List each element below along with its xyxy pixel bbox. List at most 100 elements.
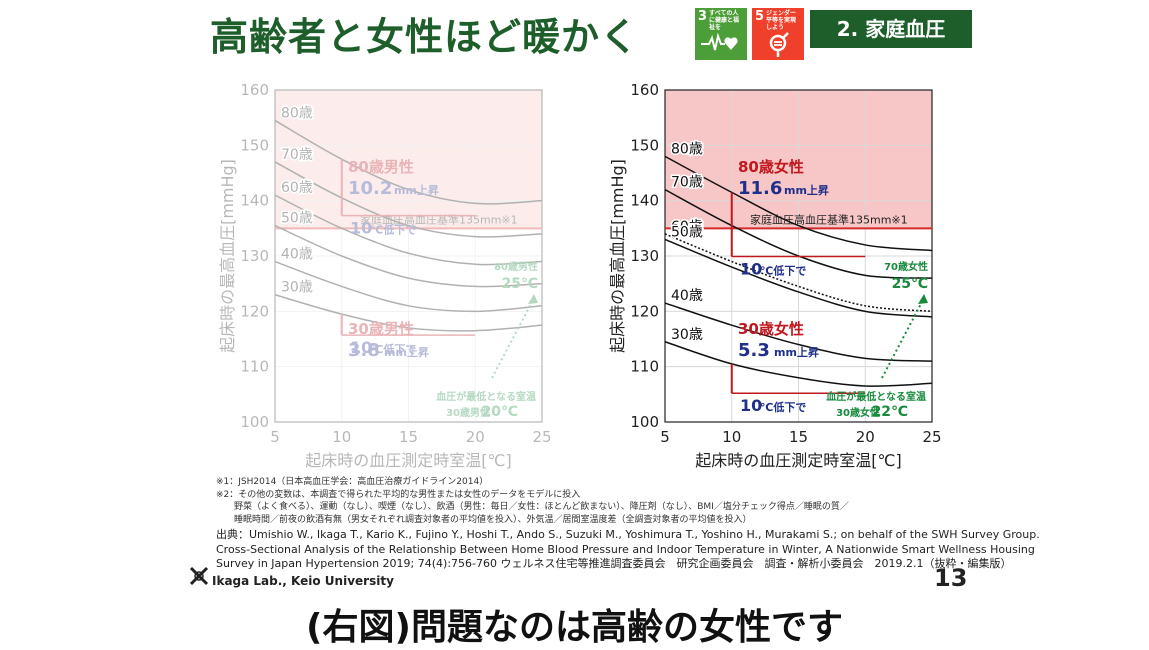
right-chart-female: 家庭血圧高血圧基準135mm※1 100 110 120 130 140 150 160 5 10… — [608, 81, 942, 470]
series-line-60歳 — [664, 233, 933, 313]
bottom-drop-unit: ℃低下で — [370, 342, 416, 356]
heartbeat-icon — [701, 32, 738, 51]
footnote-2: ※2：その他の変数は、本調査で得られた平均的な男性または女性のデータをモデルに投… — [216, 489, 581, 500]
x-tick-label: 15 — [789, 428, 808, 446]
series-line-50歳 — [274, 224, 543, 288]
x-axis-label: 起床時の血圧測定時室温[℃] — [695, 451, 901, 470]
page-number: 13 — [934, 564, 968, 592]
y-axis-label: 起床時の最高血圧[mmHg] — [218, 159, 237, 353]
y-tick-label: 150 — [630, 136, 659, 154]
optimum-arrow-head — [918, 294, 928, 304]
reference-line-2: Cross-Sectional Analysis of the Relation… — [216, 542, 1035, 556]
series-line-80歳 — [274, 119, 543, 205]
threshold-label: 家庭血圧高血圧基準135mm※1 — [360, 212, 518, 226]
series-line-60歳 — [274, 194, 543, 266]
top-optimum-group: 80歳男性 — [494, 260, 538, 273]
y-tick-label: 140 — [630, 192, 659, 210]
series-line-40歳 — [274, 260, 543, 313]
x-tick-label: 5 — [270, 428, 280, 446]
footnotes: ※1：JSH2014（日本高血圧学会：高血圧治療ガイドライン2014） ※2：そ… — [216, 476, 976, 526]
lab-name: Ikaga Lab., Keio University — [212, 574, 394, 588]
bottom-optimum-group: 30歳女性 — [836, 406, 880, 419]
bottom-group-label: 30歳男性 — [348, 320, 414, 338]
top-group-label: 80歳男性 — [348, 158, 414, 176]
series-label-30歳: 30歳 — [671, 327, 703, 343]
reference: 出典：Umishio W., Ikaga T., Kario K., Fujin… — [216, 528, 1040, 572]
x-tick-label: 10 — [722, 428, 741, 446]
bottom-group-label: 30歳女性 — [738, 320, 804, 338]
bottom-unit: mm上昇 — [384, 345, 429, 359]
y-tick-label: 110 — [630, 358, 659, 376]
slide-title: 高齢者と女性ほど暖かく — [210, 15, 640, 59]
y-tick-label: 130 — [240, 247, 269, 265]
top-group-label: 80歳女性 — [738, 158, 804, 176]
top-drop-unit: ℃低下で — [760, 264, 806, 278]
y-axis-label: 起床時の最高血圧[mmHg] — [608, 159, 627, 353]
top-optimum-temp: 25℃ — [502, 276, 538, 292]
sdg5-text: ジェンダー平等を実現しよう — [766, 10, 797, 31]
y-tick-label: 150 — [240, 136, 269, 154]
bottom-value: 3.8 — [348, 340, 380, 361]
footnote-1: ※1：JSH2014（日本高血圧学会：高血圧治療ガイドライン2014） — [216, 477, 489, 487]
series-line-70歳 — [274, 161, 543, 238]
x-axis-label: 起床時の血圧測定時室温[℃] — [305, 451, 511, 470]
x-tick-label: 20 — [856, 428, 875, 446]
x-tick-label: 25 — [532, 428, 551, 446]
y-tick-label: 100 — [630, 413, 659, 431]
y-tick-label: 160 — [240, 81, 269, 99]
lab-logo-icon — [189, 566, 209, 586]
top-drop-value: 10 — [740, 260, 762, 279]
series-label-70歳: 70歳 — [281, 147, 313, 163]
plot-frame — [274, 89, 543, 423]
series-label-50歳: 50歳 — [281, 211, 313, 227]
hypertension-zone — [275, 90, 542, 229]
optimum-arrow — [491, 297, 535, 379]
reference-line-1: 出典：Umishio W., Ikaga T., Kario K., Fujin… — [216, 528, 1040, 541]
bottom-drop-value: 10 — [740, 396, 762, 415]
plot-frame — [664, 89, 933, 423]
series-label-60歳: 60歳 — [281, 180, 313, 196]
top-unit: mm上昇 — [394, 183, 439, 197]
footnote-3: 野菜（よく食べる）、運動（なし）、喫煙（なし）、飲酒（男性：毎日／女性：ほとんど… — [216, 502, 849, 512]
series-label-40歳: 40歳 — [671, 288, 703, 304]
x-tick-label: 10 — [332, 428, 351, 446]
bottom-optimum-temp: 20℃ — [482, 404, 518, 420]
series-label-60歳: 60歳 — [671, 219, 703, 235]
y-tick-label: 100 — [240, 413, 269, 431]
top-drop-unit: ℃低下で — [370, 223, 416, 237]
section-tag: 2. 家庭血圧 — [810, 10, 972, 48]
top-value: 10.2 — [348, 178, 392, 199]
series-line-40歳 — [664, 302, 933, 362]
series-label-70歳: 70歳 — [671, 175, 703, 191]
sdg3-number: 3 — [698, 9, 708, 24]
series-line-80歳 — [664, 155, 933, 252]
left-chart-male: 家庭血圧高血圧基準135mm※1 100 110 120 130 140 150 160 5 10… — [218, 81, 552, 470]
y-tick-label: 120 — [240, 302, 269, 320]
top-drop-value: 10 — [350, 219, 372, 238]
top-value: 11.6 — [738, 178, 782, 199]
optimum-label: 血圧が最低となる室温 — [826, 390, 926, 403]
sdg3-text: すべての人に健康と福祉を — [709, 10, 740, 31]
series-label-40歳: 40歳 — [281, 247, 313, 263]
y-tick-label: 130 — [630, 247, 659, 265]
x-tick-label: 20 — [466, 428, 485, 446]
footnote-4: 睡眠時間／前夜の飲酒有無（男女それぞれ調査対象者の平均値を投入）、外気温／居間室… — [216, 514, 752, 525]
sdg5-number: 5 — [755, 9, 765, 24]
y-tick-label: 110 — [240, 358, 269, 376]
optimum-arrow-head — [528, 294, 538, 304]
series-line-30歳 — [664, 341, 933, 387]
top-optimum-temp: 25℃ — [892, 276, 928, 292]
x-tick-label: 15 — [399, 428, 418, 446]
series-label-50歳: 50歳 — [671, 224, 703, 240]
y-tick-label: 120 — [630, 302, 659, 320]
bottom-value: 5.3 — [738, 340, 770, 361]
bottom-drop-value: 10 — [350, 338, 372, 357]
series-label-80歳: 80歳 — [671, 141, 703, 157]
threshold-label: 家庭血圧高血圧基準135mm※1 — [750, 212, 908, 226]
series-label-30歳: 30歳 — [281, 280, 313, 296]
y-tick-label: 160 — [630, 81, 659, 99]
bottom-optimum-temp: 22℃ — [872, 404, 908, 420]
x-tick-label: 25 — [922, 428, 941, 446]
reference-line-3: Survey in Japan Hypertension 2019; 74(4)… — [216, 557, 1012, 570]
x-tick-label: 5 — [660, 428, 670, 446]
